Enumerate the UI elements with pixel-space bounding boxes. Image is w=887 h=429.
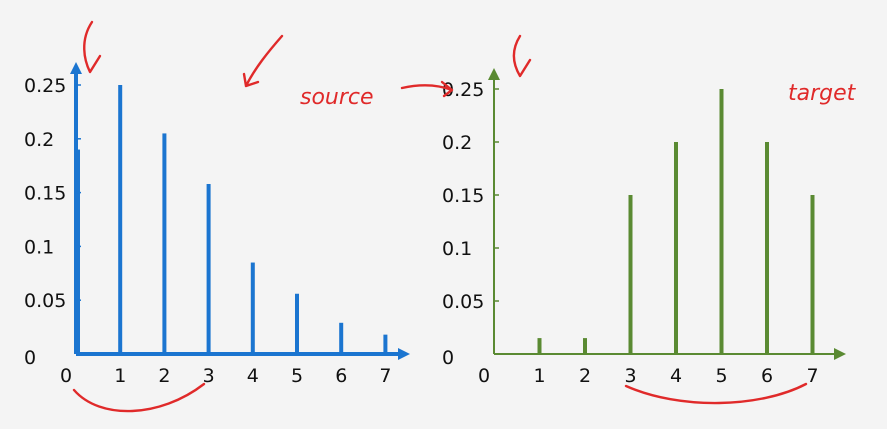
target-x-axis-arrow	[834, 348, 846, 360]
source-y-tick-labels: 0 0.05 0.1 0.15 0.2 0.25	[24, 75, 66, 369]
source-x-tick-label: 7	[379, 365, 391, 387]
bracket-target-range	[624, 382, 808, 405]
source-bar-4	[250, 262, 255, 354]
source-x-tick-label: 2	[158, 365, 170, 387]
source-bar-3	[206, 183, 211, 354]
source-x-tick-label: 0	[60, 365, 72, 387]
check-mark-target	[512, 34, 532, 78]
target-y-tick-label: 0.15	[442, 185, 484, 207]
check-mark-source	[83, 20, 102, 74]
source-axes	[70, 62, 410, 360]
handwritten-annotations	[72, 20, 808, 413]
target-bar-5	[719, 89, 724, 354]
source-x-tick-label: 4	[247, 365, 259, 387]
target-x-tick-label: 7	[807, 365, 819, 387]
source-y-axis-arrow	[70, 62, 82, 74]
source-x-tick-label: 1	[114, 365, 126, 387]
target-bar-6	[765, 142, 769, 354]
target-annotation: target	[788, 81, 857, 106]
source-y-tick-label: 0.05	[24, 290, 66, 312]
target-x-tick-label: 2	[579, 365, 591, 387]
target-x-tick-label: 0	[478, 365, 490, 387]
target-y-tick-label: 0.05	[442, 291, 484, 313]
target-bar-7	[810, 195, 815, 354]
target-bars	[537, 89, 815, 354]
source-y-tick-label: 0.25	[24, 75, 66, 97]
target-x-tick-label: 3	[625, 365, 637, 387]
arrow-source-to-target	[400, 80, 454, 98]
source-y-tick-label: 0.15	[24, 183, 66, 205]
source-x-axis-arrow	[398, 348, 410, 360]
source-bar-1	[118, 85, 123, 354]
source-x-tick-label: 5	[291, 365, 303, 387]
target-y-tick-label: 0.2	[442, 132, 472, 154]
target-bar-4	[674, 142, 678, 354]
source-bar-5	[295, 293, 299, 354]
source-x-tick-label: 3	[203, 365, 215, 387]
arrow-to-source	[242, 34, 284, 88]
target-y-tick-labels: 0 0.05 0.1 0.15 0.2 0.25	[442, 79, 484, 369]
target-x-tick-label: 5	[716, 365, 728, 387]
target-bar-3	[628, 195, 633, 354]
target-y-tick-label: 0.1	[442, 238, 472, 260]
target-y-axis-arrow	[488, 68, 500, 80]
source-annotation: source	[300, 85, 374, 110]
target-x-tick-labels: 0 1 2 3 4 5 6 7	[478, 365, 819, 387]
target-axes	[488, 68, 846, 360]
source-chart: 0 0.05 0.1 0.15 0.2 0.25 0 1 2 3 4 5 6 7	[24, 62, 410, 387]
target-y-tick-label: 0.25	[442, 79, 484, 101]
source-y-tick-label: 0	[24, 347, 36, 369]
target-x-tick-label: 4	[670, 365, 682, 387]
target-chart: 0 0.05 0.1 0.15 0.2 0.25 0 1 2 3 4 5 6 7	[442, 68, 846, 387]
bracket-source-range	[72, 382, 206, 413]
target-y-tick-label: 0	[442, 347, 454, 369]
target-bar-1	[537, 338, 542, 354]
source-y-tick-label: 0.2	[24, 129, 54, 151]
source-bar-7	[383, 334, 388, 354]
source-bar-6	[339, 322, 344, 354]
target-x-tick-label: 6	[761, 365, 773, 387]
source-bar-2	[162, 133, 167, 354]
source-x-tick-label: 6	[335, 365, 347, 387]
source-y-tick-label: 0.1	[24, 236, 54, 258]
target-bar-2	[583, 338, 587, 354]
source-x-tick-labels: 0 1 2 3 4 5 6 7	[60, 365, 391, 387]
target-x-tick-label: 1	[534, 365, 546, 387]
